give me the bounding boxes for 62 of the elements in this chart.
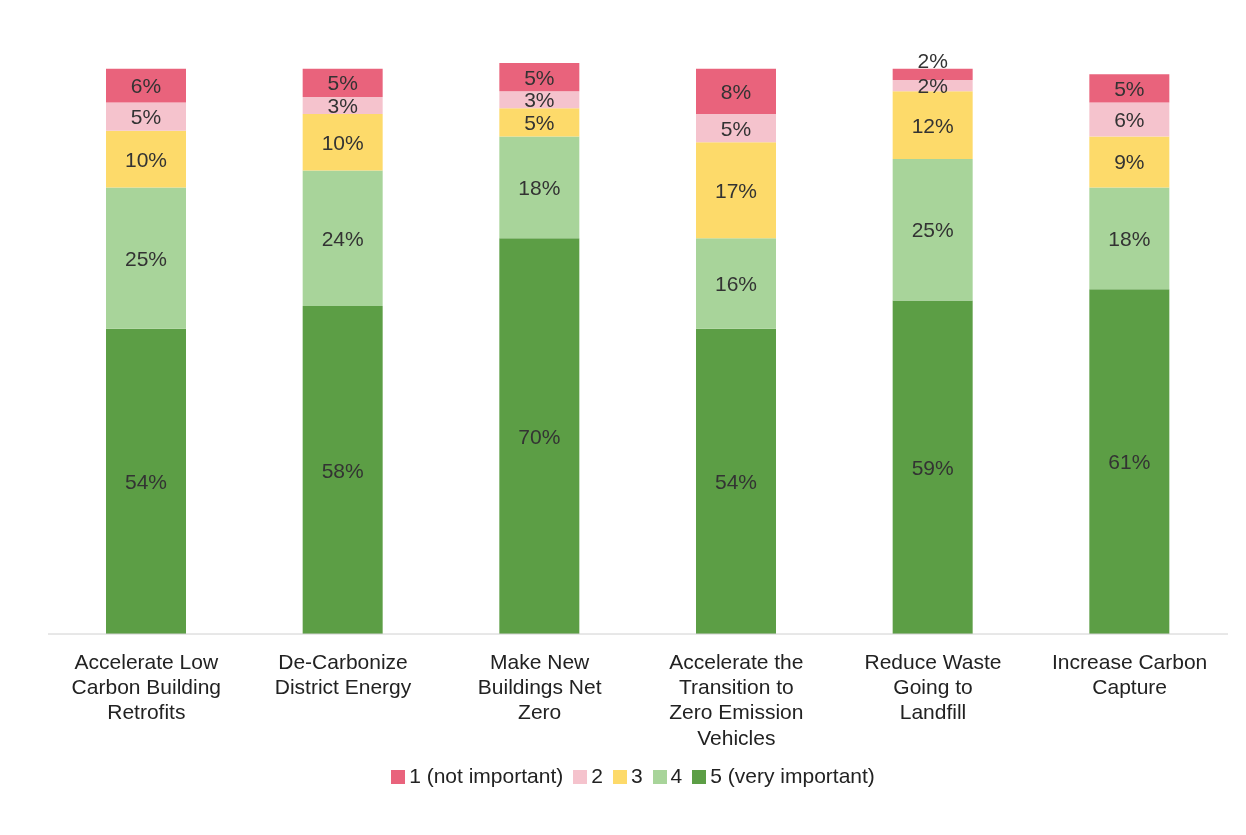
data-label: 10%	[124, 147, 168, 171]
data-label: 16%	[714, 271, 758, 295]
x-tick-label: Make New Buildings Net Zero	[477, 649, 602, 724]
bar	[499, 136, 580, 239]
bar	[696, 142, 776, 239]
data-label: 61%	[1108, 450, 1151, 474]
data-label: 5%	[720, 116, 752, 140]
bar	[696, 68, 776, 114]
legend-label: 2	[591, 764, 603, 787]
bar	[892, 68, 973, 80]
data-label: 25%	[911, 218, 954, 242]
data-label: 3%	[327, 93, 358, 117]
bar	[106, 130, 186, 188]
data-label: 12%	[911, 113, 954, 137]
data-label: 3%	[524, 88, 555, 112]
data-label: 5%	[524, 110, 555, 134]
legend-label: 4	[670, 764, 683, 787]
data-label: 5%	[327, 71, 358, 95]
data-label: 8%	[720, 79, 752, 103]
bar	[696, 238, 776, 329]
bar	[892, 159, 973, 301]
data-label: 2%	[917, 49, 948, 73]
bar	[499, 238, 580, 634]
data-label: 18%	[1108, 226, 1151, 250]
bar	[892, 300, 973, 634]
bar	[302, 306, 383, 634]
bar	[1089, 74, 1170, 103]
bar	[1089, 187, 1170, 290]
data-label: 6%	[1114, 108, 1145, 132]
x-tick-label: Increase Carbon Capture	[1052, 649, 1208, 699]
data-label: 54%	[124, 469, 168, 493]
bar	[696, 328, 776, 634]
bar	[106, 68, 186, 103]
bar	[1089, 136, 1170, 188]
data-label: 58%	[321, 458, 364, 482]
bar	[302, 113, 383, 171]
x-tick-label: De-Carbonize District Energy	[274, 649, 412, 699]
data-label: 5%	[130, 105, 162, 129]
data-label: 54%	[714, 469, 758, 493]
legend-label: 5 (very important)	[710, 764, 875, 787]
data-label: 6%	[130, 74, 162, 98]
data-label: 70%	[518, 424, 561, 448]
data-label: 9%	[1114, 150, 1145, 174]
legend-label: 3	[630, 764, 643, 787]
x-tick-label: Accelerate the Transition to Zero Emission Vehicles	[669, 649, 804, 749]
data-label: 5%	[1114, 76, 1145, 100]
legend-label: 1 (not important)	[409, 764, 564, 787]
bar	[892, 91, 973, 160]
data-label: 18%	[518, 175, 561, 199]
data-label: 25%	[124, 246, 168, 270]
data-label: 5%	[524, 65, 555, 89]
data-label: 17%	[714, 178, 758, 202]
bar	[1089, 289, 1170, 634]
data-label: 2%	[917, 74, 948, 98]
data-label: 24%	[321, 226, 364, 250]
x-tick-label: Reduce Waste Going to Landfill	[864, 649, 1002, 724]
data-label: 10%	[321, 130, 364, 154]
bar	[302, 170, 383, 307]
data-label: 59%	[911, 455, 954, 479]
bar	[106, 187, 186, 329]
bar	[106, 328, 186, 634]
x-tick-label: Accelerate Low Carbon Building Retrofits	[71, 649, 222, 724]
